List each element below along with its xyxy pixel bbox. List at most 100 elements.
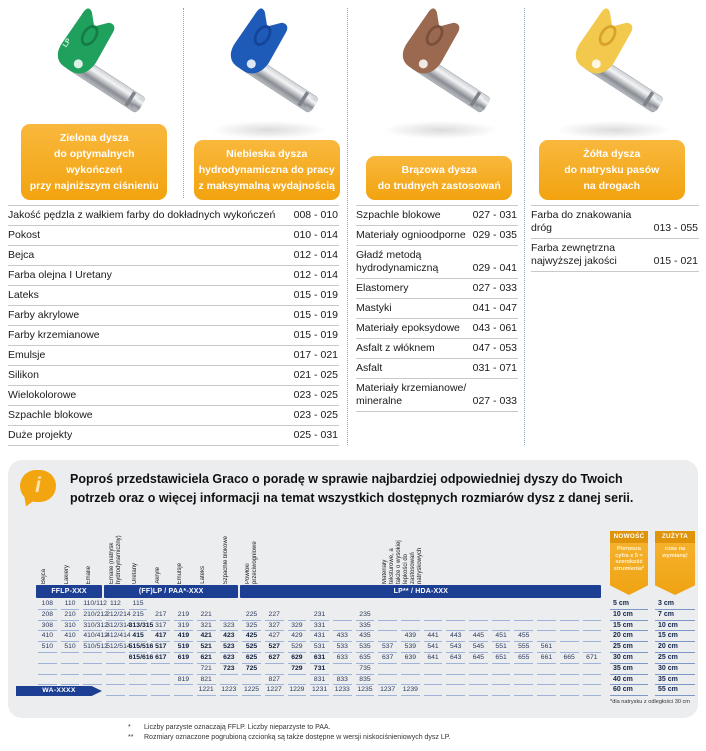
size-cell: 541 [423, 642, 443, 653]
size-cell: 325 [242, 621, 261, 632]
size-cell [514, 664, 534, 675]
size-cell: 623 [219, 653, 239, 664]
application-size-range: 015 - 019 [293, 289, 338, 301]
tip-size-panel: i Poproś przedstawiciela Graco o poradę … [8, 460, 698, 718]
size-cell: 525 [242, 642, 261, 653]
column-header-rotated: Powłoki przeciwogniowe [245, 541, 259, 584]
column-header-rotated: Szpachle blokowe [222, 535, 229, 584]
size-cell: 621 [196, 653, 216, 664]
size-cell: 310/312 [83, 621, 108, 632]
size-cell: 410/412 [83, 631, 108, 643]
size-cell [38, 664, 57, 675]
size-cell [469, 599, 488, 610]
size-cell: 529 [287, 642, 307, 653]
tip-label-line: z maksymalną wydajnością [198, 180, 336, 192]
size-cell: 451 [491, 631, 511, 643]
size-cell [446, 610, 466, 621]
footnote-line: * Liczby parzyste oznaczają FFLP. Liczby … [128, 724, 450, 731]
size-cell: 515/516 [128, 642, 153, 653]
size-cell [265, 599, 284, 610]
size-cell [514, 621, 534, 632]
size-cell [423, 664, 443, 675]
spray-tip-image-brown [359, 8, 519, 151]
size-cell: 1235 [355, 685, 375, 697]
application-label: Elastomery [356, 282, 409, 294]
application-item: Farby krzemianowe 015 - 019 [8, 326, 339, 346]
size-cell: 735 [355, 664, 375, 675]
spray-tip-image-yellow [532, 8, 692, 151]
fan-width-value: 7 cm [655, 610, 695, 621]
size-cell [288, 599, 307, 610]
size-cell: 321 [196, 621, 216, 632]
fan-width-value: 25 cm [610, 642, 648, 653]
size-cell: 619 [174, 653, 193, 664]
size-cell: 827 [264, 675, 284, 686]
size-cell [151, 664, 171, 675]
size-cell: 419 [174, 631, 193, 643]
size-cell: 331 [310, 621, 329, 632]
size-cell [559, 675, 579, 686]
size-cell [332, 664, 352, 675]
size-cell: 1229 [287, 685, 307, 697]
tip-label-line: przy najniższym ciśnieniu [29, 180, 159, 192]
size-cell: 221 [196, 610, 216, 621]
size-cell: 441 [423, 631, 443, 643]
size-cell: 551 [491, 642, 511, 653]
size-cell [83, 675, 103, 686]
size-cell: 561 [537, 642, 556, 653]
size-cell: 217 [151, 610, 171, 621]
size-cell [559, 631, 579, 643]
size-cell: 1221 [196, 685, 216, 697]
size-cell: 231 [310, 610, 329, 621]
size-cell: 1239 [401, 685, 420, 697]
application-label: Lateks [8, 289, 39, 301]
size-cell [197, 599, 216, 610]
size-cell [60, 653, 80, 664]
size-cell: 615/616 [128, 653, 153, 664]
size-cell: 539 [401, 642, 420, 653]
size-cell: 225 [242, 610, 261, 621]
size-cell [514, 675, 534, 686]
application-item: Lateks 015 - 019 [8, 286, 339, 306]
application-item: Asfalt 031 - 071 [356, 359, 518, 379]
size-cell [491, 610, 511, 621]
size-cell [514, 685, 534, 697]
application-size-range: 027 - 031 [472, 209, 517, 221]
size-cell: 651 [491, 653, 511, 664]
application-list-right: Farba do znakowania dróg 013 - 055 Farba z… [531, 205, 699, 272]
column-header-rotated: Materiały teksturowe, a także o wysokiej… [381, 540, 423, 584]
size-cell: 1233 [332, 685, 352, 697]
application-label: Farba do znakowania dróg [531, 209, 632, 234]
page-footnotes: * Liczby parzyste oznaczają FFLP. Liczby … [128, 724, 450, 744]
application-label: Mastyki [356, 302, 392, 314]
size-cell: 1237 [378, 685, 397, 697]
size-cell [128, 664, 148, 675]
size-cell: 412/414 [106, 631, 131, 643]
size-cell: 641 [423, 653, 443, 664]
size-cell: 835 [355, 675, 375, 686]
size-cell: 439 [401, 631, 420, 643]
size-cell [106, 664, 125, 675]
size-cell: 523 [219, 642, 239, 653]
application-size-range: 031 - 071 [472, 362, 517, 374]
size-cell: 723 [219, 664, 239, 675]
size-cell: 312/314 [106, 621, 131, 632]
size-cell: 212/214 [106, 610, 131, 621]
size-cell [174, 664, 193, 675]
size-cell: 521 [196, 642, 216, 653]
size-cell [38, 675, 57, 686]
fan-width-value: 60 cm [610, 685, 648, 697]
dotted-separator [347, 8, 348, 445]
application-item: Asfalt z włóknem 047 - 053 [356, 339, 518, 359]
fan-width-footnote: *dla natrysku z odległości 30 cm [610, 699, 690, 705]
size-cell [333, 599, 352, 610]
fan-width-value: 15 cm [655, 631, 695, 643]
product-green: LP Zielona dysza do optymalnych wykończeń p… [8, 6, 181, 202]
size-table-grid: 108 110 110/112 112 115 208 210 210/212 212/214 2… [36, 599, 603, 697]
size-cell: 445 [469, 631, 488, 643]
application-size-range: 027 - 033 [472, 395, 517, 407]
size-cell: 310 [60, 621, 80, 632]
size-cell [174, 685, 193, 697]
application-size-range: 029 - 041 [472, 262, 517, 274]
size-cell: 110 [60, 599, 80, 610]
